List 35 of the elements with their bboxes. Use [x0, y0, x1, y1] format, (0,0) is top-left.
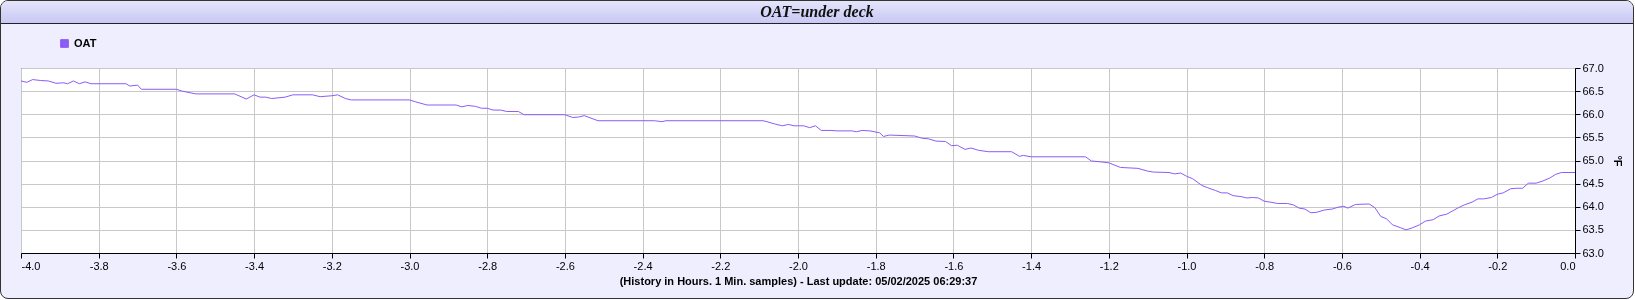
y-tick-label: 66.5	[1582, 84, 1604, 97]
x-tick-label: -2.0	[789, 259, 808, 272]
x-tick-label: -2.6	[555, 259, 575, 272]
x-tick-label: 0.0	[1560, 259, 1576, 272]
x-tick-label: -3.0	[400, 259, 420, 272]
x-tick-label: -3.2	[322, 259, 342, 272]
x-tick-label: -2.2	[711, 259, 731, 272]
x-tick-label: -1.0	[1177, 259, 1197, 272]
y-tick-label: 64.5	[1582, 177, 1604, 190]
x-tick-label: -1.2	[1099, 259, 1119, 272]
x-tick-label: -0.4	[1410, 259, 1430, 272]
x-tick-label: -1.6	[944, 259, 964, 272]
x-tick-label: -2.8	[478, 259, 498, 272]
y-tick-label: 63.0	[1582, 246, 1604, 259]
y-tick-label: 64.0	[1582, 200, 1604, 213]
legend-label: OAT	[74, 36, 97, 49]
x-tick-label: -3.8	[89, 259, 109, 272]
y-tick-label: 65.5	[1582, 130, 1604, 143]
y-tick-label: 65.0	[1582, 154, 1604, 166]
chart-title: OAT=under deck	[1, 1, 1633, 24]
x-tick-label: -0.6	[1332, 259, 1352, 272]
x-tick-label: -0.8	[1255, 259, 1275, 272]
x-tick-label: -1.4	[1022, 259, 1042, 272]
y-axis-title: °F	[1611, 155, 1624, 167]
y-tick-label: 67.0	[1582, 61, 1604, 74]
x-tick-label: -0.2	[1488, 259, 1508, 272]
x-tick-label: -4.0	[21, 259, 41, 272]
x-tick-label: -2.4	[633, 259, 653, 272]
x-tick-label: -3.4	[245, 259, 265, 272]
x-tick-label: -3.6	[167, 259, 187, 272]
y-tick-label: 66.0	[1582, 107, 1604, 120]
line-series	[21, 79, 1575, 231]
y-tick-label: 63.5	[1582, 223, 1604, 236]
x-tick-label: -1.8	[866, 259, 886, 272]
x-axis-title: (History in Hours. 1 Min. samples) - Last update: 05/02/2025 06:29:37	[619, 274, 978, 287]
